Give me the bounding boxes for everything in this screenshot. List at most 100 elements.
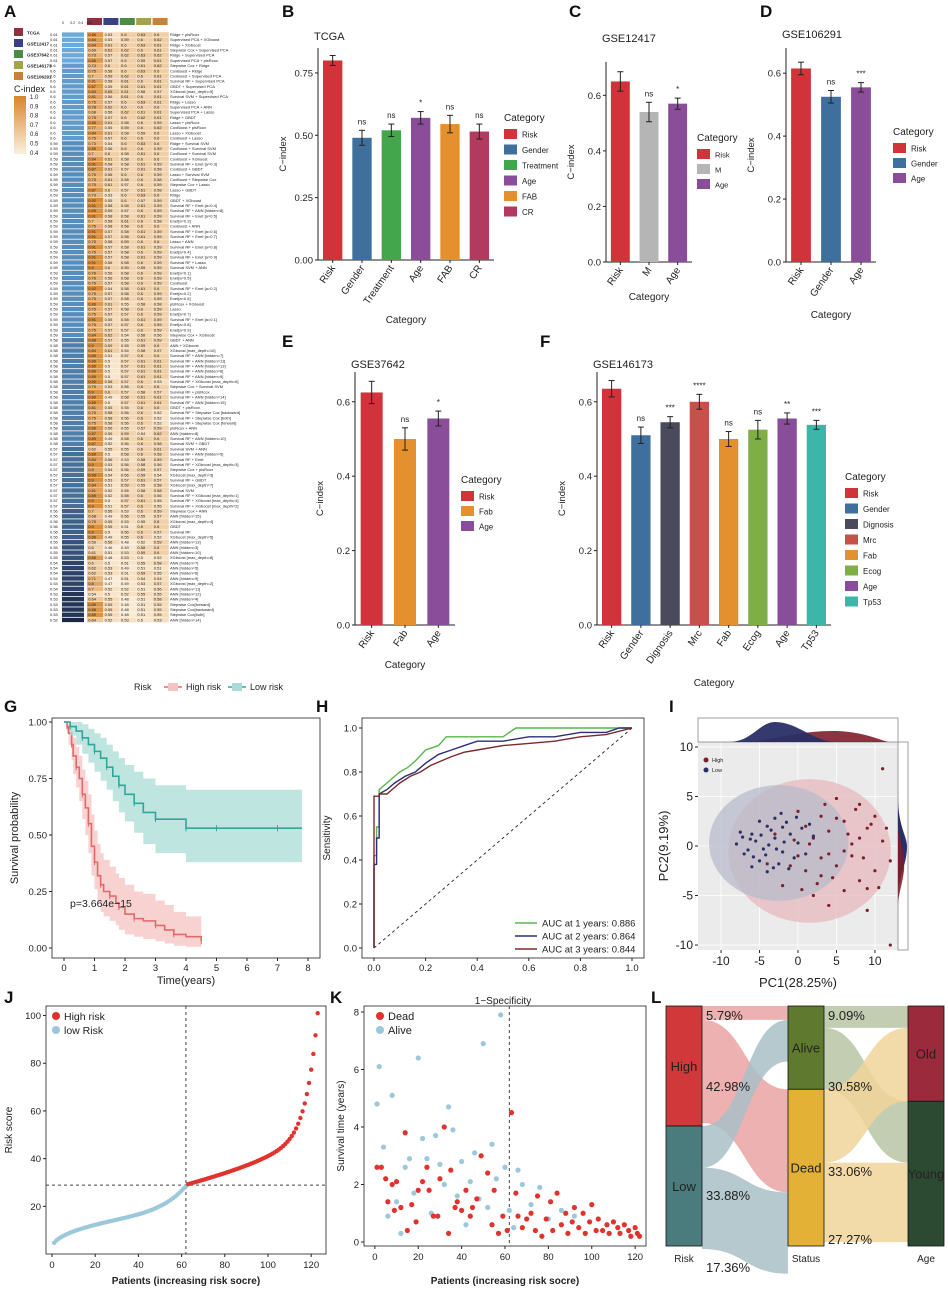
legend-label: Risk (522, 131, 539, 140)
heatmap-cell-value: 0.55 (137, 483, 146, 488)
dataset-legend-label: TCGA (27, 31, 40, 36)
heatmap-cell (136, 343, 153, 348)
mean-cindex-label: 0.53 (50, 607, 59, 612)
survival-point-alive (376, 1064, 382, 1070)
heatmap-cell-value: 0.6 (121, 58, 127, 63)
heatmap-cell (87, 291, 104, 296)
pca-point-low (751, 855, 755, 859)
heatmap-cell-value: 0.56 (121, 421, 130, 426)
heatmap-cell-value: 0.84 (88, 37, 97, 42)
heatmap-cell-value: 0.6 (137, 405, 143, 410)
heatmap-cell-value: 0.59 (137, 467, 146, 472)
heatmap-cell-value: 0.75 (88, 519, 97, 524)
heatmap-cell-value: 0.6 (137, 172, 143, 177)
survival-point-dead (626, 1227, 632, 1234)
heatmap-cell-value: 0.59 (154, 296, 163, 301)
mean-cindex-bar (62, 508, 84, 514)
heatmap-cell-value: 0.55 (121, 343, 130, 348)
heatmap-cell (87, 607, 104, 612)
heatmap-cell (152, 555, 169, 561)
survival-point-dead (393, 1179, 400, 1185)
survival-point-dead (621, 1222, 627, 1228)
heatmap-cell-value: 0.75 (88, 327, 97, 332)
mean-cindex-label: 0.58 (50, 441, 59, 446)
heatmap-cell-value: 0.91 (88, 244, 97, 249)
heatmap-cell (152, 399, 169, 405)
x-tick-label: FAB (436, 263, 456, 285)
heatmap-cell (136, 415, 153, 421)
heatmap-cell-value: 0.6 (137, 436, 143, 441)
x-tick-label: Risk (318, 263, 339, 286)
mean-cindex-bar (62, 560, 84, 566)
mean-cindex-bar (62, 612, 84, 617)
legend-dot-alive (376, 1026, 384, 1034)
heatmap-cell-value: 0.61 (154, 358, 163, 363)
mean-cindex-label: 0.57 (50, 472, 59, 477)
mean-cindex-bar (62, 545, 84, 550)
mean-cindex-bar (62, 120, 84, 125)
heatmap-cell (152, 327, 169, 333)
survival-point-dead (558, 1222, 565, 1228)
heatmap-cell-value: 0.81 (88, 94, 97, 99)
heatmap-cell-value: 0.75 (88, 312, 97, 317)
heatmap-cell (87, 467, 104, 473)
model-name-label: Lasso + ANN (170, 239, 194, 244)
heatmap-cell-value: 0.54 (137, 431, 146, 436)
model-name-label: Survival RF + ANN [hidden=9] (170, 374, 223, 379)
heatmap-cell-value: 0.9 (88, 389, 94, 394)
heatmap-cell (152, 286, 169, 291)
x-axis-title: Time(years) (157, 975, 215, 987)
y-tick-label: 0.2 (344, 900, 357, 911)
survival-point-dead (589, 1202, 595, 1208)
heatmap-cell (119, 612, 136, 618)
heatmap-cell (87, 337, 104, 343)
heatmap-cell-value: 0.75 (88, 177, 97, 182)
survival-point-dead (632, 1225, 638, 1231)
heatmap-cell (136, 539, 153, 545)
heatmap-cell (119, 431, 136, 436)
heatmap-cell-value: 0.75 (88, 307, 97, 312)
heatmap-cell (87, 109, 104, 115)
heatmap-cell (103, 63, 120, 69)
x-tick-label: 60 (500, 1252, 511, 1263)
plot-frame (363, 1005, 647, 1247)
heatmap-cell-value: 0.59 (88, 540, 97, 545)
heatmap-cell-value: 0.61 (105, 177, 114, 182)
heatmap-cell (136, 467, 153, 473)
heatmap-cell-value: 0.59 (154, 338, 163, 343)
survival-point-dead (430, 1213, 437, 1219)
mean-cindex-label: 0.58 (50, 431, 59, 436)
heatmap-cell (103, 353, 120, 359)
heatmap-cell (103, 368, 120, 374)
heatmap-cell (119, 503, 136, 509)
heatmap-cell-value: 0.58 (121, 452, 130, 457)
heatmap-cell (103, 286, 120, 291)
heatmap-cell-value: 0.52 (137, 540, 146, 545)
y-tick-label: 0.0 (337, 621, 350, 632)
heatmap-cell (87, 482, 104, 488)
heatmap-cell (119, 32, 136, 37)
mean-cindex-label: 0.59 (50, 198, 59, 203)
heatmap-cell-value: 0.59 (154, 260, 163, 265)
panel-label-a: A (4, 2, 16, 21)
heatmap-cell (103, 617, 120, 623)
heatmap-cell-value: 0.55 (154, 571, 163, 576)
heatmap-cell (119, 456, 136, 462)
heatmap-cell-value: 0.52 (154, 410, 163, 415)
heatmap-cell (103, 467, 120, 473)
survival-point-alive (389, 1092, 395, 1098)
heatmap-cell-value: 0.57 (154, 514, 163, 519)
model-name-label: XGboost [max_depth=3] (170, 472, 213, 477)
heatmap-cell (136, 436, 153, 442)
heatmap-cell-value: 0.57 (121, 369, 130, 374)
mean-cindex-bar (62, 405, 84, 410)
heatmap-cell (152, 140, 169, 146)
mean-cindex-bar (62, 363, 84, 369)
heatmap-cell (103, 576, 120, 581)
heatmap-cell-value: 0.6 (137, 410, 143, 415)
heatmap-cell (87, 425, 104, 431)
risk-point-high (287, 1136, 292, 1142)
survival-point-dead (441, 1124, 447, 1130)
survival-point-dead (593, 1227, 599, 1234)
heatmap-cell (136, 32, 153, 37)
